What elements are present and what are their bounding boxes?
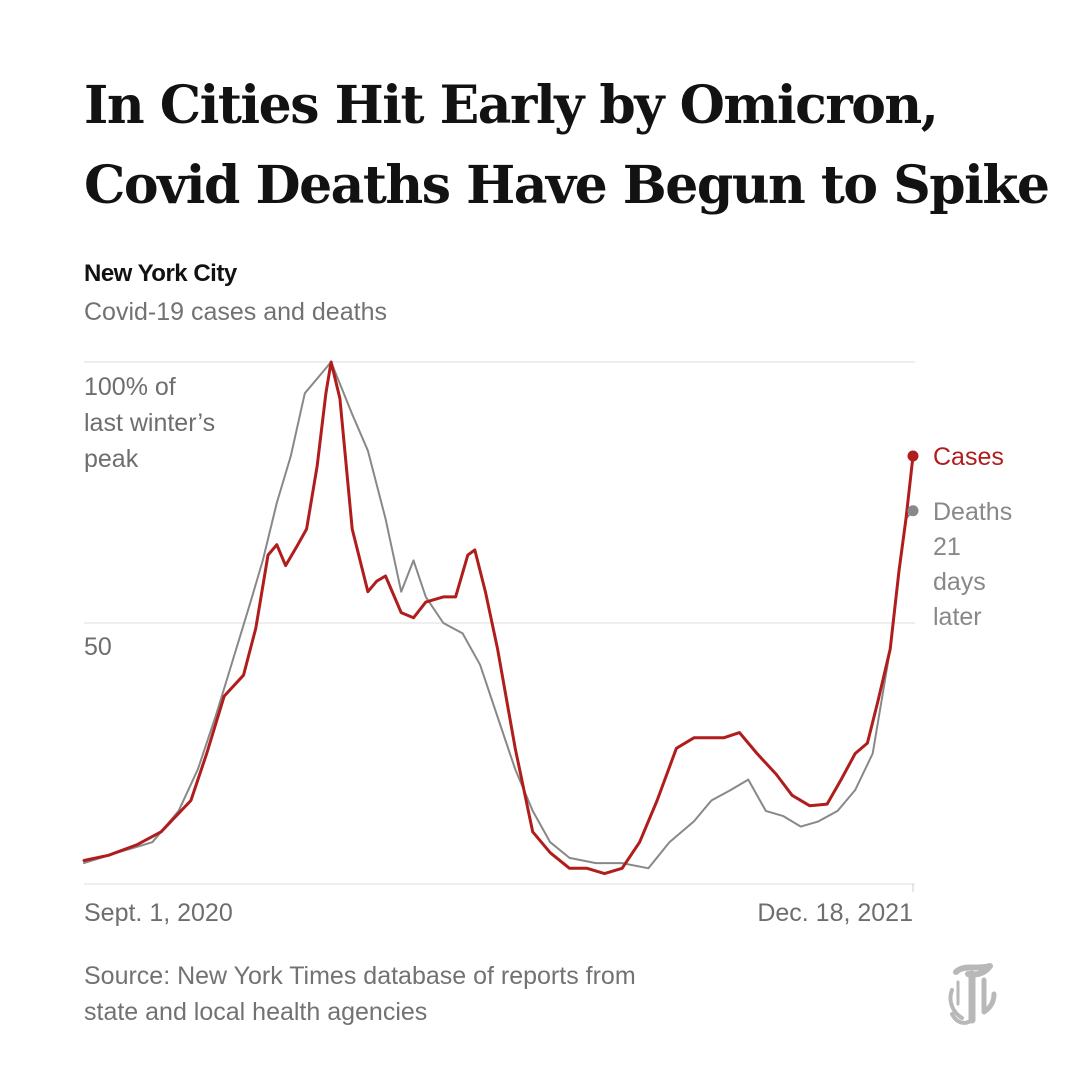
series-label-line: days bbox=[933, 568, 986, 596]
x-tick-label-start: Sept. 1, 2020 bbox=[84, 899, 233, 927]
chart: 50 100% of last winter’s peak Sept. 1, 2020 D… bbox=[82, 360, 1012, 927]
series-label-line: Cases bbox=[933, 443, 1004, 471]
series-label-deaths: Deaths 21 days later bbox=[933, 498, 1012, 631]
chart-subtitle: Covid-19 cases and deaths bbox=[84, 298, 387, 326]
series-end-dot-cases bbox=[907, 450, 919, 462]
series-line-deaths bbox=[83, 361, 914, 870]
nyt-t-logo-icon bbox=[948, 963, 997, 1025]
y-tick-label-50: 50 bbox=[84, 633, 112, 661]
y-unit-label-line: 100% of bbox=[84, 373, 176, 401]
chart-labels: 50 100% of last winter’s peak Sept. 1, 2020 D… bbox=[84, 373, 1012, 927]
headline: In Cities Hit Early by Omicron, Covid De… bbox=[84, 66, 1050, 226]
source-note: Source: New York Times database of repor… bbox=[84, 958, 784, 1030]
y-unit-label-line: last winter’s bbox=[84, 409, 215, 437]
series-label-line: 21 bbox=[933, 533, 961, 561]
series-label-line: later bbox=[933, 603, 982, 631]
headline-line-1: In Cities Hit Early by Omicron, bbox=[84, 75, 939, 136]
chart-series bbox=[82, 360, 919, 876]
series-line-cases bbox=[82, 360, 915, 876]
chart-title: New York City bbox=[84, 260, 237, 287]
headline-line-2: Covid Deaths Have Begun to Spike bbox=[84, 155, 1050, 216]
series-label-line: Deaths bbox=[933, 498, 1012, 526]
chart-axes bbox=[84, 883, 915, 892]
series-label-cases: Cases bbox=[933, 443, 1004, 471]
x-tick-label-end: Dec. 18, 2021 bbox=[757, 899, 913, 927]
y-unit-label-line: peak bbox=[84, 445, 139, 473]
chart-gridlines bbox=[84, 361, 915, 624]
source-line-1: Source: New York Times database of repor… bbox=[84, 962, 636, 990]
y-unit-label: 100% of last winter’s peak bbox=[84, 373, 215, 473]
series-end-dot-deaths bbox=[907, 505, 919, 517]
source-line-2: state and local health agencies bbox=[84, 998, 428, 1026]
